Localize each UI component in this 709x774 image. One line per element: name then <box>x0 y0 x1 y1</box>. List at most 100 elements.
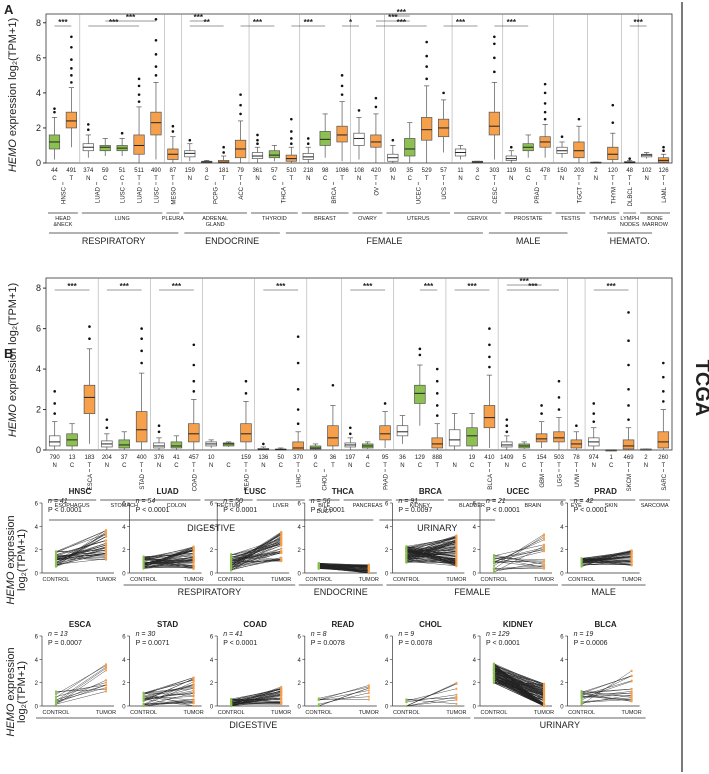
pair-line <box>55 554 107 557</box>
sample-type: N <box>509 176 513 182</box>
tumor-point <box>542 682 546 686</box>
x-label-control: CONTROL <box>43 710 70 716</box>
outlier-point <box>627 363 630 367</box>
sample-type: T <box>340 176 344 182</box>
sample-type: N <box>452 463 456 469</box>
plot-frame <box>45 13 673 164</box>
sample-type: C <box>122 463 127 469</box>
tumor-point <box>280 696 283 699</box>
tumor-point <box>455 549 458 552</box>
paired-n: n = 56 <box>311 498 331 505</box>
outlier-point <box>493 70 496 74</box>
paired-y-tick-label: 4 <box>385 658 389 664</box>
x-label-tumor: TUMOR <box>96 577 116 583</box>
paired-p: P < 0.0001 <box>574 507 608 514</box>
sample-count: 13 <box>69 455 76 461</box>
tumor-point <box>542 546 546 549</box>
sample-count: 376 <box>154 455 165 461</box>
paired-n: n = 19 <box>574 631 594 638</box>
sample-count: 260 <box>658 455 669 461</box>
pair-line <box>493 682 545 701</box>
control-point <box>54 695 58 698</box>
tissue-label: UCEC <box>417 186 423 204</box>
control-point <box>580 559 583 563</box>
box-plot-top: 0246844C491THNSCHEAD&NECK374N59CLUAD51CL… <box>36 8 673 246</box>
pair-line <box>231 688 282 703</box>
paired-y-tick-label: 0 <box>35 705 39 711</box>
outlier-point <box>577 117 581 121</box>
sample-count: 119 <box>506 168 516 174</box>
ylabel-b-rest: expression <box>5 647 17 703</box>
tissue-label: LUSC <box>154 186 160 203</box>
outlier-point <box>154 74 158 77</box>
outlier-point <box>140 327 143 330</box>
pair-line <box>55 666 107 702</box>
box-n <box>153 442 165 449</box>
box-n <box>353 132 365 146</box>
pair-line <box>231 695 282 707</box>
paired-title: THCA <box>332 487 354 496</box>
pair-line <box>406 540 457 549</box>
tissue-label: LUSC <box>121 186 127 203</box>
box-t <box>379 425 391 441</box>
sample-count: 361 <box>252 168 263 174</box>
box-t <box>327 425 339 447</box>
x-label-tumor: TUMOR <box>622 710 642 716</box>
control-point <box>405 547 408 550</box>
paired-y-tick-label: 4 <box>297 658 301 664</box>
box-n <box>48 435 61 447</box>
sample-type: T <box>192 463 196 469</box>
outlier-point <box>505 424 509 428</box>
control-point <box>142 700 145 703</box>
pair-line <box>55 680 107 703</box>
control-point <box>230 558 233 561</box>
paired-y-tick-label: 4 <box>122 658 126 664</box>
pair-line <box>55 550 107 552</box>
x-label-control: CONTROL <box>481 710 508 716</box>
tumor-point <box>367 695 370 698</box>
x-label-tumor: TUMOR <box>184 710 204 716</box>
paired-y-tick-label: 2 <box>385 681 389 687</box>
outlier-point <box>543 91 547 95</box>
paired-p: P = 0.0078 <box>398 640 432 647</box>
sample-type: T <box>435 463 439 469</box>
tissue-label: SARC <box>662 473 668 490</box>
pair-line <box>581 675 632 693</box>
sample-count: 48 <box>626 168 633 174</box>
tumor-point <box>104 544 108 547</box>
tumor-point <box>104 539 108 542</box>
sample-type: N <box>53 463 57 469</box>
tumor-point <box>630 699 633 702</box>
paired-n: n = 9 <box>398 631 414 638</box>
tumor-point <box>455 702 458 705</box>
tumor-point <box>542 697 546 701</box>
tumor-point <box>104 690 108 693</box>
pair-line <box>581 693 632 695</box>
outlier-point <box>543 117 547 121</box>
pair-line <box>55 668 107 703</box>
outlier-point <box>256 142 259 146</box>
sample-count: 102 <box>642 168 653 174</box>
sample-type: T <box>661 463 665 469</box>
sample-count: 503 <box>554 455 565 461</box>
sample-count: 154 <box>537 455 548 461</box>
outlier-point <box>662 400 665 403</box>
control-point <box>230 701 233 704</box>
sig-stars: *** <box>194 13 204 22</box>
y-tick-label: 0 <box>36 158 41 168</box>
box-c <box>309 445 322 450</box>
tissue-label: MESO <box>171 187 177 205</box>
outlier-point <box>290 142 293 146</box>
outlier-point <box>296 387 300 391</box>
x-label-tumor: TUMOR <box>446 710 466 716</box>
paired-y-tick-label: 4 <box>297 525 301 531</box>
outlier-point <box>192 363 196 367</box>
tumor-point <box>192 689 195 692</box>
control-point <box>580 697 583 700</box>
outlier-point <box>627 418 630 421</box>
box-t <box>188 423 200 443</box>
control-point <box>580 692 583 695</box>
outlier-point <box>244 392 248 395</box>
box-c <box>118 439 130 449</box>
sample-type: T <box>627 463 631 469</box>
